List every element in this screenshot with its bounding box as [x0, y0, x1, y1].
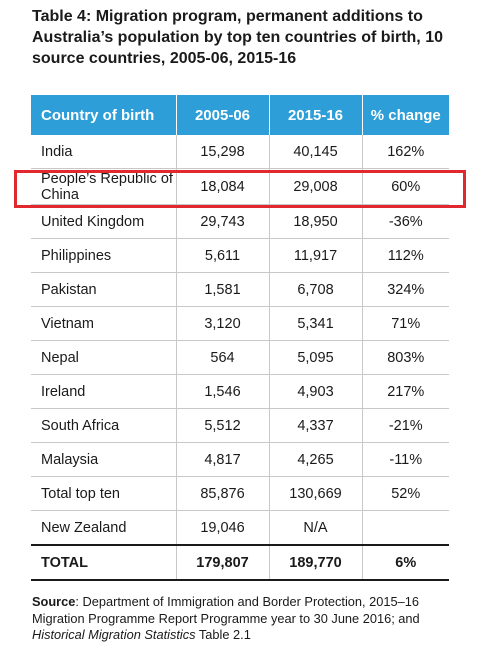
value-2005-cell: 15,298 [176, 135, 270, 169]
country-cell: TOTAL [31, 544, 177, 581]
value-2015-cell: 130,669 [269, 476, 363, 511]
country-cell: Philippines [31, 238, 177, 273]
column-header-2015-16: 2015-16 [269, 95, 363, 135]
change-cell: -36% [362, 204, 449, 239]
table-row: Philippines 5,611 11,917 112% [31, 238, 449, 273]
value-2005-cell: 29,743 [176, 204, 270, 239]
country-cell: South Africa [31, 408, 177, 443]
value-2015-cell: 4,903 [269, 374, 363, 409]
change-cell: 324% [362, 272, 449, 307]
change-cell: 112% [362, 238, 449, 273]
value-2005-cell: 18,084 [176, 168, 270, 205]
change-cell: 217% [362, 374, 449, 409]
change-cell: 162% [362, 135, 449, 169]
change-cell: 52% [362, 476, 449, 511]
value-2015-cell: 18,950 [269, 204, 363, 239]
source-label: Source [32, 594, 76, 609]
value-2005-cell: 3,120 [176, 306, 270, 341]
header-row: Country of birth 2005-06 2015-16 % chang… [31, 95, 449, 135]
country-cell: Malaysia [31, 442, 177, 477]
table-row: Pakistan 1,581 6,708 324% [31, 272, 449, 307]
country-cell: Nepal [31, 340, 177, 375]
value-2015-cell: 5,341 [269, 306, 363, 341]
value-2005-cell: 179,807 [176, 544, 270, 581]
country-cell: United Kingdom [31, 204, 177, 239]
value-2015-cell: 5,095 [269, 340, 363, 375]
value-2005-cell: 1,546 [176, 374, 270, 409]
country-cell: Total top ten [31, 476, 177, 511]
value-2005-cell: 5,512 [176, 408, 270, 443]
table-row: India 15,298 40,145 162% [31, 135, 449, 169]
value-2005-cell: 564 [176, 340, 270, 375]
country-cell: Pakistan [31, 272, 177, 307]
change-cell: -11% [362, 442, 449, 477]
value-2015-cell: 29,008 [269, 168, 363, 205]
column-header-change: % change [362, 95, 449, 135]
change-cell: -21% [362, 408, 449, 443]
value-2015-cell: 4,265 [269, 442, 363, 477]
table-row: People’s Republic of China 18,084 29,008… [31, 168, 449, 205]
change-cell [362, 510, 449, 546]
value-2015-cell: 4,337 [269, 408, 363, 443]
source-text: : Department of Immigration and Border P… [32, 594, 420, 626]
country-cell: Vietnam [31, 306, 177, 341]
table-title: Table 4: Migration program, permanent ad… [32, 8, 443, 67]
source-text-end: Table 2.1 [195, 627, 251, 642]
change-cell: 60% [362, 168, 449, 205]
total-row: TOTAL 179,807 189,770 6% [31, 544, 449, 581]
country-cell: Ireland [31, 374, 177, 409]
table-row: New Zealand 19,046 N/A [31, 510, 449, 546]
column-header-2005-06: 2005-06 [176, 95, 270, 135]
table-row: Malaysia 4,817 4,265 -11% [31, 442, 449, 477]
value-2005-cell: 1,581 [176, 272, 270, 307]
value-2015-cell: 11,917 [269, 238, 363, 273]
table-row: Nepal 564 5,095 803% [31, 340, 449, 375]
table-row: United Kingdom 29,743 18,950 -36% [31, 204, 449, 239]
column-header-country: Country of birth [31, 95, 177, 135]
country-cell: India [31, 135, 177, 169]
value-2005-cell: 5,611 [176, 238, 270, 273]
table-row: South Africa 5,512 4,337 -21% [31, 408, 449, 443]
value-2015-cell: N/A [269, 510, 363, 546]
table-row: Vietnam 3,120 5,341 71% [31, 306, 449, 341]
change-cell: 6% [362, 544, 449, 581]
value-2005-cell: 4,817 [176, 442, 270, 477]
country-cell: New Zealand [31, 510, 177, 546]
source-note: Source: Department of Immigration and Bo… [32, 594, 472, 644]
value-2015-cell: 40,145 [269, 135, 363, 169]
change-cell: 71% [362, 306, 449, 341]
country-cell: People’s Republic of China [31, 168, 177, 205]
table-row: Total top ten 85,876 130,669 52% [31, 476, 449, 511]
change-cell: 803% [362, 340, 449, 375]
source-italic-title: Historical Migration Statistics [32, 627, 196, 642]
table-row: Ireland 1,546 4,903 217% [31, 374, 449, 409]
value-2015-cell: 6,708 [269, 272, 363, 307]
value-2005-cell: 85,876 [176, 476, 270, 511]
value-2015-cell: 189,770 [269, 544, 363, 581]
migration-table: Country of birth 2005-06 2015-16 % chang… [31, 95, 449, 581]
value-2005-cell: 19,046 [176, 510, 270, 546]
